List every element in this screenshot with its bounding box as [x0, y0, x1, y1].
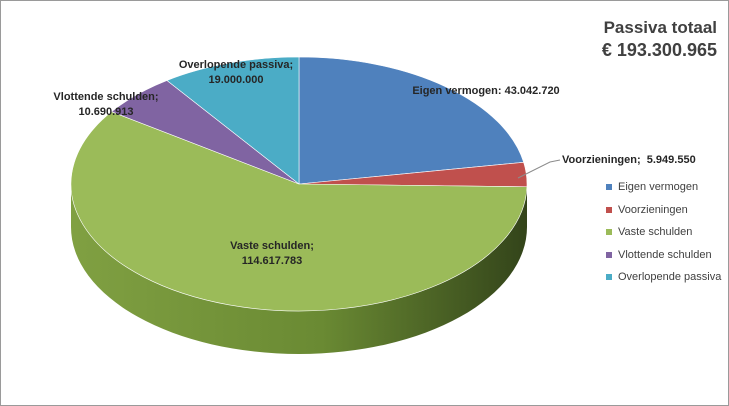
leader-line-voorzieningen — [517, 159, 561, 179]
legend-swatch — [606, 184, 612, 191]
data-label-vaste-schulden: Vaste schulden; 114.617.783 — [230, 240, 314, 267]
legend-item-voorzieningen: Voorzieningen — [606, 199, 721, 222]
legend-swatch — [606, 274, 612, 281]
legend-item-eigen-vermogen: Eigen vermogen — [606, 176, 721, 199]
legend-label: Vlottende schulden — [618, 248, 712, 261]
chart-total: € 193.300.965 — [601, 40, 717, 60]
data-label-overlopende-passiva: Overlopende passiva; 19.000.000 — [178, 59, 294, 86]
legend-label: Voorzieningen — [618, 203, 688, 216]
pie-slice-eigen-vermogen — [298, 56, 525, 185]
legend-item-vaste-schulden: Vaste schulden — [606, 221, 721, 244]
data-label-eigen-vermogen: Eigen vermogen: 43.042.720 — [412, 85, 560, 97]
legend-item-overlopende-passiva: Overlopende passiva — [606, 266, 721, 289]
legend-label: Overlopende passiva — [618, 271, 722, 284]
pie-slice-overlopende-passiva — [166, 56, 300, 185]
legend-swatch — [606, 206, 612, 213]
legend-swatch — [606, 251, 612, 258]
pie-slice-vaste-schulden — [70, 111, 528, 312]
pie-side-wall — [71, 184, 527, 354]
legend-label: Vaste schulden — [618, 226, 693, 239]
data-label-voorzieningen: Voorzieningen; 5.949.550 — [562, 154, 696, 166]
chart-title-box: Passiva totaal € 193.300.965 — [602, 16, 717, 62]
legend: Eigen vermogen Voorzieningen Vaste schul… — [606, 176, 721, 289]
data-label-vlottende-schulden: Vlottende schulden; 10.690.913 — [53, 91, 159, 118]
legend-label: Eigen vermogen — [618, 181, 699, 194]
legend-item-vlottende-schulden: Vlottende schulden — [606, 244, 721, 267]
legend-swatch — [606, 229, 612, 236]
chart-title: Passiva totaal — [603, 18, 717, 37]
